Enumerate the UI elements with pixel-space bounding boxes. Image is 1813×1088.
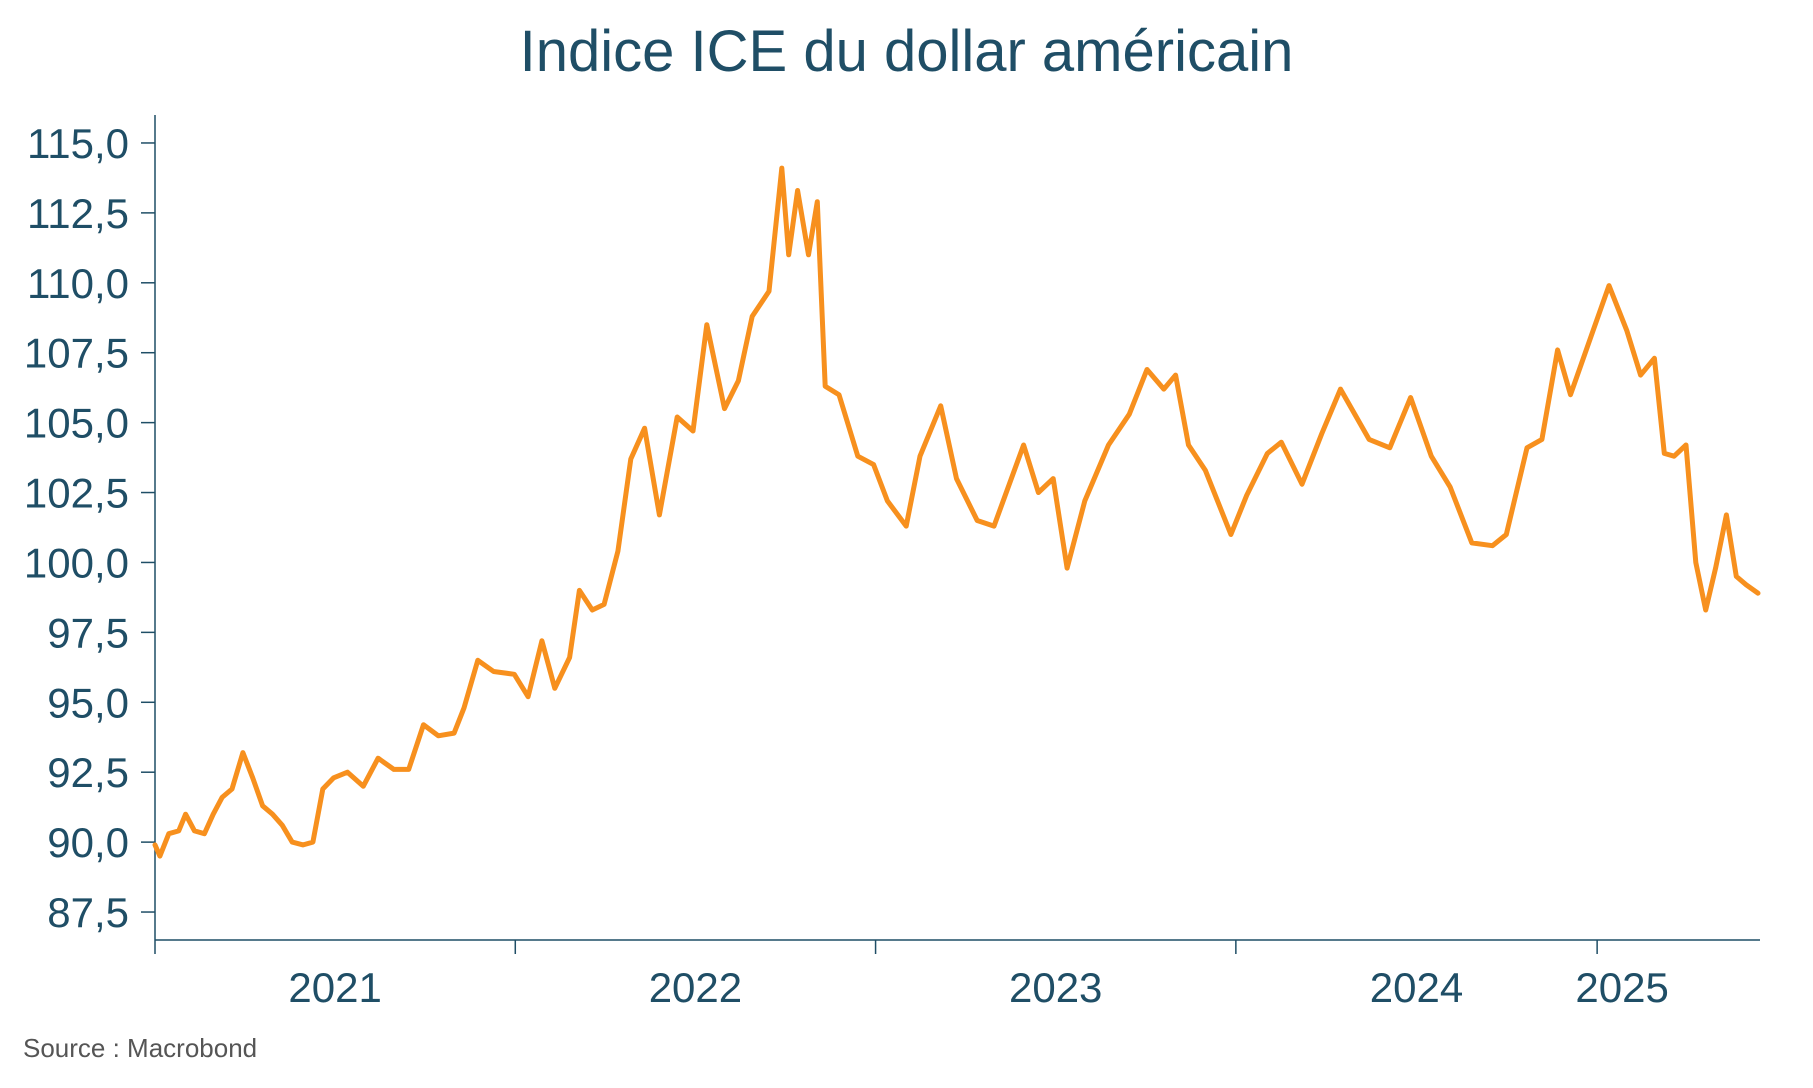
y-tick-label: 115,0 [27,120,129,167]
y-tick-label: 105,0 [24,400,129,447]
y-tick-label: 112,5 [27,190,129,237]
x-tick-label: 2021 [288,964,381,1011]
chart-title: Indice ICE du dollar américain [519,19,1294,84]
source-note: Source : Macrobond [23,1033,258,1063]
y-tick-label: 95,0 [47,679,129,726]
series-line-dollar-index [152,165,1761,859]
y-tick-label: 107,5 [24,330,129,377]
y-tick-label: 90,0 [47,819,129,866]
x-axis: 2021 2022 2023 2024 2025 [154,939,1760,1011]
x-tick-label: 2023 [1009,964,1102,1011]
x-tick-label: 2025 [1575,964,1668,1011]
series-group [152,165,1761,859]
x-tick-label: 2022 [649,964,742,1011]
x-tick-label: 2024 [1370,964,1463,1011]
y-tick-label: 92,5 [47,749,129,796]
y-tick-label: 110,0 [27,260,129,307]
y-tick-label: 97,5 [47,609,129,656]
y-axis: 87,5 90,0 92,5 95,0 97,5 100,0 102,5 105,0 107,5… [24,115,156,940]
y-tick-label: 100,0 [24,539,129,586]
y-tick-label: 87,5 [47,889,129,936]
y-tick-label: 102,5 [24,470,129,517]
